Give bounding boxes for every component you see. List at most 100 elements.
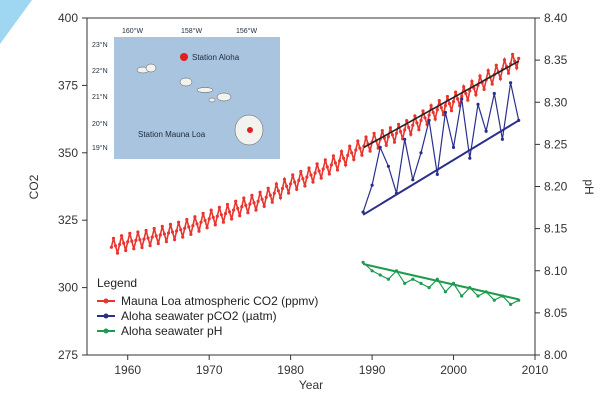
data-point-atmospheric-co2 xyxy=(236,206,240,210)
data-point-atmospheric-co2 xyxy=(303,184,307,188)
data-point-atmospheric-co2 xyxy=(154,234,158,238)
data-point-atmospheric-co2 xyxy=(268,193,272,197)
data-point-seawater-pco2 xyxy=(468,156,472,160)
map-station-mauna-loa-label: Station Mauna Loa xyxy=(138,130,206,139)
y-tick-label-right: 8.40 xyxy=(544,11,568,25)
data-point-atmospheric-co2 xyxy=(451,100,456,104)
island-oahu xyxy=(179,77,193,87)
data-point-atmospheric-co2 xyxy=(148,244,152,248)
y-tick-label-left: 375 xyxy=(58,78,78,92)
data-point-atmospheric-co2 xyxy=(403,128,407,132)
data-point-atmospheric-co2 xyxy=(185,217,189,222)
data-point-atmospheric-co2 xyxy=(152,226,156,231)
data-point-atmospheric-co2 xyxy=(199,220,203,224)
data-point-atmospheric-co2 xyxy=(331,154,335,158)
data-point-atmospheric-co2 xyxy=(244,203,248,207)
data-point-atmospheric-co2 xyxy=(209,208,213,212)
data-point-atmospheric-co2 xyxy=(111,236,116,240)
data-point-atmospheric-co2 xyxy=(417,128,421,132)
station-aloha-marker xyxy=(180,53,188,61)
data-point-atmospheric-co2 xyxy=(445,94,449,99)
data-point-atmospheric-co2 xyxy=(409,132,413,136)
data-point-atmospheric-co2 xyxy=(407,125,411,130)
data-point-atmospheric-co2 xyxy=(278,196,283,200)
data-point-atmospheric-co2 xyxy=(456,97,460,101)
data-point-atmospheric-co2 xyxy=(486,69,490,73)
data-point-atmospheric-co2 xyxy=(177,220,181,224)
data-point-atmospheric-co2 xyxy=(309,173,313,177)
island-maui xyxy=(216,92,232,102)
data-point-atmospheric-co2 xyxy=(197,229,201,233)
data-point-atmospheric-co2 xyxy=(189,232,193,236)
data-point-atmospheric-co2 xyxy=(474,93,478,97)
data-point-atmospheric-co2 xyxy=(124,248,128,253)
data-point-seawater-pco2 xyxy=(370,183,374,187)
data-point-atmospheric-co2 xyxy=(179,228,183,232)
y-tick-label-right: 8.05 xyxy=(544,306,568,320)
data-point-atmospheric-co2 xyxy=(260,197,264,201)
data-point-atmospheric-co2 xyxy=(113,244,118,248)
data-point-atmospheric-co2 xyxy=(506,71,511,75)
x-axis-title: Year xyxy=(299,378,323,392)
data-point-atmospheric-co2 xyxy=(384,143,388,147)
data-point-seawater-ph xyxy=(419,281,423,285)
y-tick-label-right: 8.20 xyxy=(544,180,568,194)
data-point-atmospheric-co2 xyxy=(478,74,482,78)
data-point-atmospheric-co2 xyxy=(207,217,211,221)
data-point-atmospheric-co2 xyxy=(405,119,409,123)
data-point-seawater-pco2 xyxy=(460,97,464,101)
y-tick-label-right: 8.10 xyxy=(544,264,568,278)
legend-entry-atmospheric: Mauna Loa atmospheric CO2 (ppmv) xyxy=(97,294,318,308)
data-point-atmospheric-co2 xyxy=(358,146,362,150)
series-atmospheric-co2 xyxy=(109,52,521,255)
data-point-atmospheric-co2 xyxy=(435,108,439,112)
data-point-atmospheric-co2 xyxy=(356,139,360,143)
data-point-atmospheric-co2 xyxy=(372,131,376,135)
data-point-atmospheric-co2 xyxy=(195,222,199,226)
data-point-atmospheric-co2 xyxy=(321,167,325,171)
data-point-seawater-pco2 xyxy=(435,172,439,176)
corner-decoration xyxy=(0,0,32,44)
y-tick-label-left: 350 xyxy=(58,146,78,160)
data-point-seawater-ph xyxy=(378,273,382,277)
data-point-atmospheric-co2 xyxy=(181,235,185,239)
data-point-atmospheric-co2 xyxy=(201,211,205,215)
y-tick-label-left: 275 xyxy=(58,348,78,362)
y-axis-title-left: CO2 xyxy=(27,174,41,199)
data-point-atmospheric-co2 xyxy=(256,199,260,203)
data-point-atmospheric-co2 xyxy=(109,245,113,249)
data-point-atmospheric-co2 xyxy=(285,184,289,188)
map-lon-label-160: 160°W xyxy=(122,27,143,35)
data-point-atmospheric-co2 xyxy=(388,126,392,130)
data-point-atmospheric-co2 xyxy=(295,187,299,191)
data-point-atmospheric-co2 xyxy=(160,224,164,228)
legend-entry-seawater-ph: Aloha seawater pH xyxy=(97,324,222,338)
island-lanai xyxy=(208,97,216,103)
data-point-atmospheric-co2 xyxy=(429,104,433,108)
data-point-atmospheric-co2 xyxy=(411,123,415,127)
data-point-atmospheric-co2 xyxy=(466,98,470,102)
island-molokai xyxy=(196,87,214,93)
data-point-atmospheric-co2 xyxy=(158,233,162,237)
data-point-seawater-pco2 xyxy=(386,164,390,168)
series-line-seawater-ph xyxy=(362,261,519,306)
legend-marker-seawater-pco2 xyxy=(103,313,109,319)
data-point-atmospheric-co2 xyxy=(510,52,515,57)
data-point-atmospheric-co2 xyxy=(502,58,507,62)
data-point-atmospheric-co2 xyxy=(352,157,356,162)
x-tick-label: 1960 xyxy=(114,363,141,377)
data-point-atmospheric-co2 xyxy=(329,163,333,167)
data-point-atmospheric-co2 xyxy=(240,205,244,209)
x-axis-ticks: 1960 1970 1980 1990 2000 2010 xyxy=(114,355,549,377)
data-point-atmospheric-co2 xyxy=(134,238,138,242)
series-seawater-ph xyxy=(361,260,521,306)
series-seawater-pco2 xyxy=(361,81,521,216)
data-point-atmospheric-co2 xyxy=(311,180,315,184)
data-point-atmospheric-co2 xyxy=(168,222,173,226)
data-point-atmospheric-co2 xyxy=(421,109,425,113)
legend-marker-seawater-ph xyxy=(103,328,109,334)
data-point-atmospheric-co2 xyxy=(305,175,309,179)
data-point-atmospheric-co2 xyxy=(130,239,134,243)
data-point-atmospheric-co2 xyxy=(156,242,160,246)
